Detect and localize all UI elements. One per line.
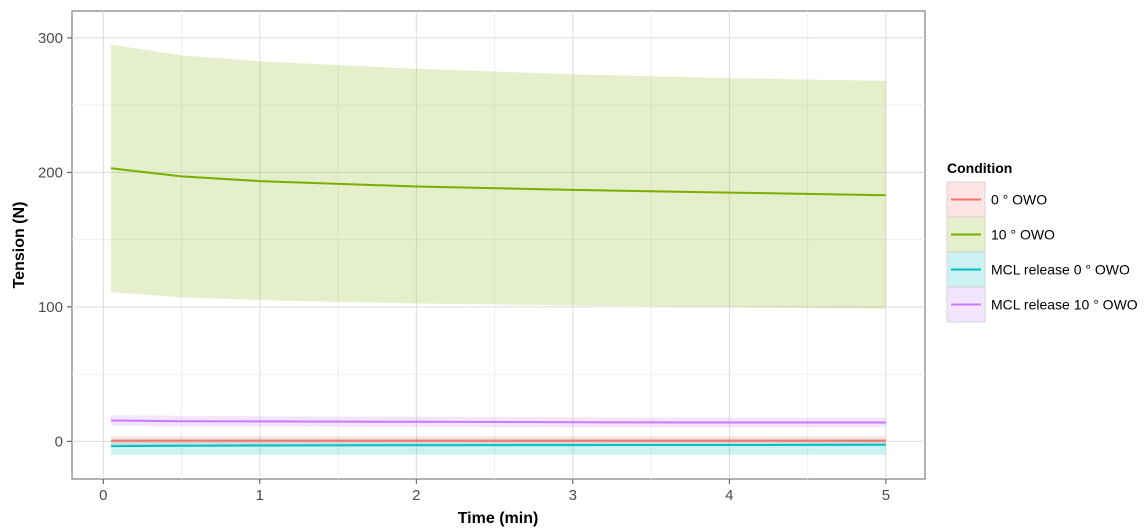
x-tick-label: 5 [882, 487, 890, 504]
x-tick-label: 4 [725, 487, 733, 504]
legend-label: MCL release 0 ° OWO [991, 262, 1130, 278]
x-tick-label: 2 [412, 487, 420, 504]
grid-major [72, 11, 925, 479]
grid-minor [72, 11, 925, 479]
series-lines [110, 167, 886, 448]
y-axis: 0 100 200 300 [38, 30, 72, 450]
x-tick-label: 3 [569, 487, 577, 504]
y-axis-title: Tension (N) [11, 202, 28, 289]
confidence-bands [111, 44, 886, 455]
legend-label: 10 ° OWO [991, 227, 1055, 243]
band-series-2 [111, 44, 886, 309]
y-tick-label: 300 [38, 30, 63, 47]
legend-title: Condition [947, 160, 1012, 176]
legend-label: 0 ° OWO [991, 192, 1047, 208]
band-series-3 [111, 438, 886, 455]
y-tick-label: 0 [55, 433, 63, 450]
y-tick-label: 200 [38, 164, 63, 181]
line-series-4 [111, 419, 886, 424]
line-series-2 [110, 167, 886, 197]
legend: Condition 0 ° OWO 10 ° OWO MCL release 0 °… [946, 160, 1138, 323]
y-tick-label: 100 [38, 299, 63, 316]
x-axis: 0 1 2 3 4 5 [99, 479, 890, 504]
plot-panel [71, 10, 926, 480]
line-series-3 [111, 443, 886, 448]
x-axis-title: Time (min) [458, 510, 539, 527]
x-tick-label: 0 [99, 487, 107, 504]
x-tick-label: 1 [256, 487, 264, 504]
legend-label: MCL release 10 ° OWO [991, 297, 1138, 313]
